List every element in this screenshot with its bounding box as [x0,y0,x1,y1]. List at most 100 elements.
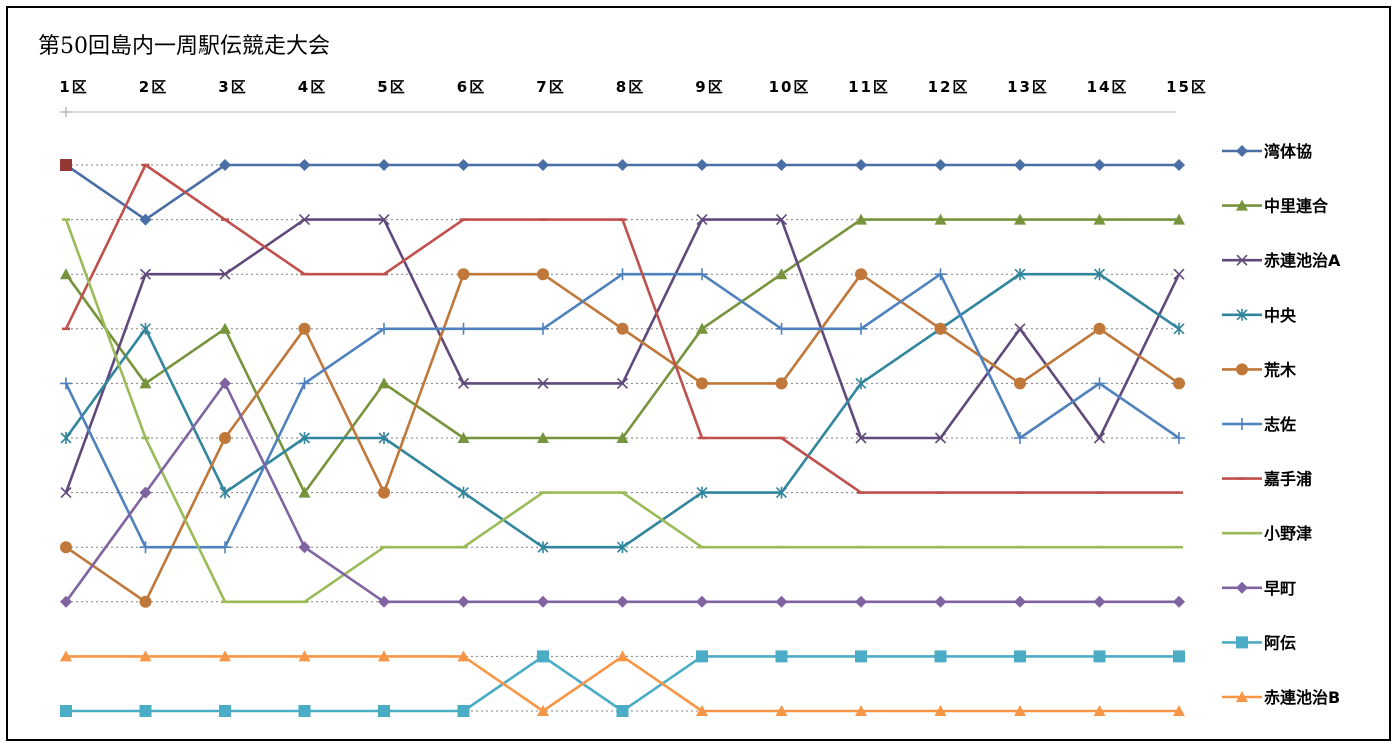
data-point [775,486,788,499]
data-point [537,541,549,554]
data-point [934,650,947,663]
data-point [298,432,311,444]
data-point [1173,213,1185,225]
data-point [60,705,72,717]
data-point [537,159,549,171]
data-point [378,595,390,608]
data-point [1014,213,1026,225]
legend-label: 湾体協 [1264,142,1312,161]
series-line [64,272,1180,549]
data-point [696,377,708,390]
data-point [1236,581,1248,594]
legend-item: 赤連池治A [1222,251,1341,270]
data-point [378,650,390,662]
data-point [219,705,231,717]
data-point [219,486,231,499]
data-point [1093,650,1106,663]
series-group [60,213,1185,498]
data-point [457,322,470,335]
data-point [1236,418,1248,430]
data-point [775,595,788,608]
data-point [139,213,152,226]
data-point [139,377,152,389]
data-point [219,322,231,334]
data-point [1093,377,1106,390]
data-point [537,595,549,608]
data-point [139,705,152,717]
data-point [378,486,390,499]
data-point [1014,159,1026,171]
data-point [1173,322,1185,335]
data-point [775,268,788,280]
data-point [457,486,470,499]
data-point [457,268,470,281]
data-point [1014,323,1026,335]
legend-item: 中央 [1222,306,1297,325]
data-point [616,377,629,389]
data-point [457,159,470,171]
data-point [616,705,629,717]
series-group [60,268,1185,554]
data-point [775,322,788,335]
data-point [1014,595,1026,608]
data-point [616,595,629,608]
x-tick-label: 2区 [139,78,168,96]
legend-label: 阿伝 [1264,633,1296,652]
data-point [696,595,708,608]
legend-label: 荒木 [1263,360,1297,379]
data-point [457,432,470,443]
data-point [1173,377,1185,390]
data-point [1093,705,1106,716]
legend-item: 荒木 [1222,360,1297,379]
series-line [65,163,1179,221]
legend-item: 赤連池治B [1222,688,1340,707]
series-group [62,163,1183,494]
data-point [1014,268,1026,281]
chart-frame [6,6,1391,741]
legend-item: 湾体協 [1222,142,1312,161]
series-group [62,218,1183,604]
legend-item: 早町 [1222,579,1296,598]
data-point [60,377,72,390]
data-point [60,595,72,608]
data-point [298,322,311,335]
data-point [1236,636,1248,649]
data-point [139,650,152,662]
x-tick-label: 6区 [457,78,486,96]
data-point [537,268,549,281]
x-tick-label: 7区 [536,78,565,96]
data-point [298,377,311,390]
data-point [139,541,152,554]
legend-label: 中央 [1264,306,1297,325]
data-point [298,650,311,662]
data-point [298,705,311,717]
series-group [60,268,1185,554]
legend-label: 志佐 [1264,415,1296,434]
data-point [298,541,311,554]
data-point [1236,363,1248,376]
data-point [855,268,867,281]
series-line [64,272,1180,549]
x-tick-label: 4区 [298,78,327,96]
data-point [1236,308,1248,321]
start-marker [60,159,72,171]
data-point [696,650,708,663]
data-point [1173,705,1185,716]
data-point [219,650,231,662]
data-point [934,322,947,335]
data-point [855,650,867,663]
x-tick-label: 13区 [1007,78,1049,96]
data-point [1173,268,1185,280]
data-point [378,705,390,717]
data-point [298,486,311,498]
data-point [1236,199,1248,211]
data-point [60,650,72,662]
data-point [696,214,708,226]
legend-label: 嘉手浦 [1263,470,1312,489]
series-line [66,655,1179,713]
data-point [696,268,708,281]
data-point [1093,213,1106,225]
data-point [1014,705,1026,716]
data-point [1236,145,1248,157]
legend-label: 赤連池治B [1264,688,1340,707]
